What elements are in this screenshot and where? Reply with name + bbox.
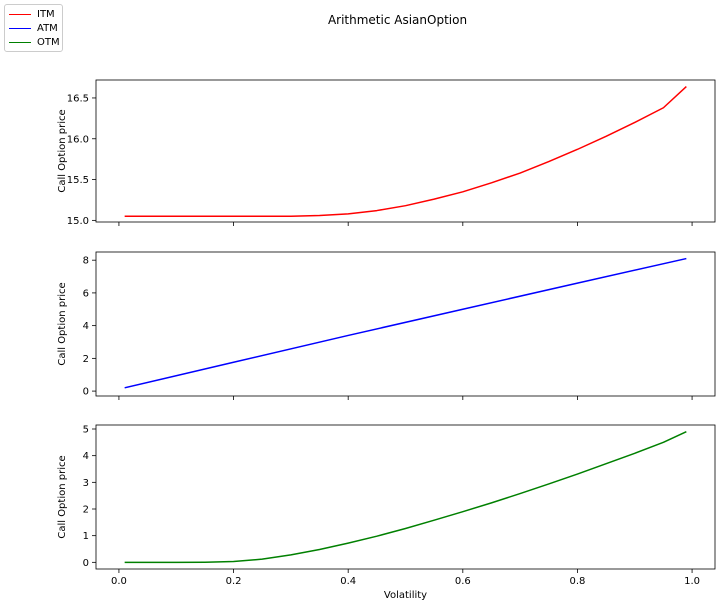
y-tick-label-2-0: 0 [83, 558, 89, 569]
y-tick-label-2-3: 3 [83, 478, 89, 489]
y-tick-label-2-4: 4 [83, 451, 89, 462]
legend-label-otm: OTM [37, 37, 60, 48]
legend-label-atm: ATM [37, 23, 58, 34]
x-tick-label-2-1: 0.2 [226, 576, 242, 587]
y-tick-label-0-0: 15.0 [67, 216, 89, 227]
y-tick-label-0-2: 16.0 [67, 134, 89, 145]
axes-frame-1 [95, 251, 716, 397]
x-tick-label-2-2: 0.4 [340, 576, 356, 587]
y-axis-label-2: Call Option price [57, 455, 68, 538]
legend-label-itm: ITM [37, 9, 55, 20]
series-line-otm [124, 430, 687, 564]
x-tick-label-2-0: 0.0 [111, 576, 127, 587]
y-tick-label-1-3: 6 [83, 288, 89, 299]
x-tick-label-2-5: 1.0 [684, 576, 700, 587]
axes-frame-0 [95, 79, 716, 223]
y-tick-label-1-1: 2 [83, 354, 89, 365]
legend-item-atm: ATM [9, 22, 63, 36]
series-line-itm [124, 85, 687, 218]
figure-title: Arithmetic AsianOption [327, 13, 468, 27]
x-axis-label-2: Volatility [384, 590, 427, 601]
series-line-atm [124, 257, 687, 389]
y-tick-label-1-0: 0 [83, 387, 89, 398]
legend-swatch-atm [9, 28, 31, 29]
legend-item-otm: OTM [9, 36, 63, 50]
y-tick-label-1-4: 8 [83, 256, 89, 267]
y-tick-label-0-1: 15.5 [67, 175, 89, 186]
y-tick-label-1-2: 4 [83, 321, 89, 332]
x-tick-label-2-3: 0.6 [455, 576, 471, 587]
legend-swatch-otm [9, 42, 31, 43]
legend-swatch-itm [9, 14, 31, 15]
x-tick-label-2-4: 0.8 [569, 576, 585, 587]
y-axis-label-0: Call Option price [57, 109, 68, 192]
legend: ITM ATM OTM [4, 4, 63, 52]
y-tick-label-2-5: 5 [83, 425, 89, 436]
y-tick-label-2-2: 2 [83, 505, 89, 516]
legend-item-itm: ITM [9, 8, 63, 22]
axes-frame-2 [95, 424, 716, 570]
y-axis-label-1: Call Option price [57, 282, 68, 365]
y-tick-label-2-1: 1 [83, 531, 89, 542]
y-tick-label-0-3: 16.5 [67, 93, 89, 104]
